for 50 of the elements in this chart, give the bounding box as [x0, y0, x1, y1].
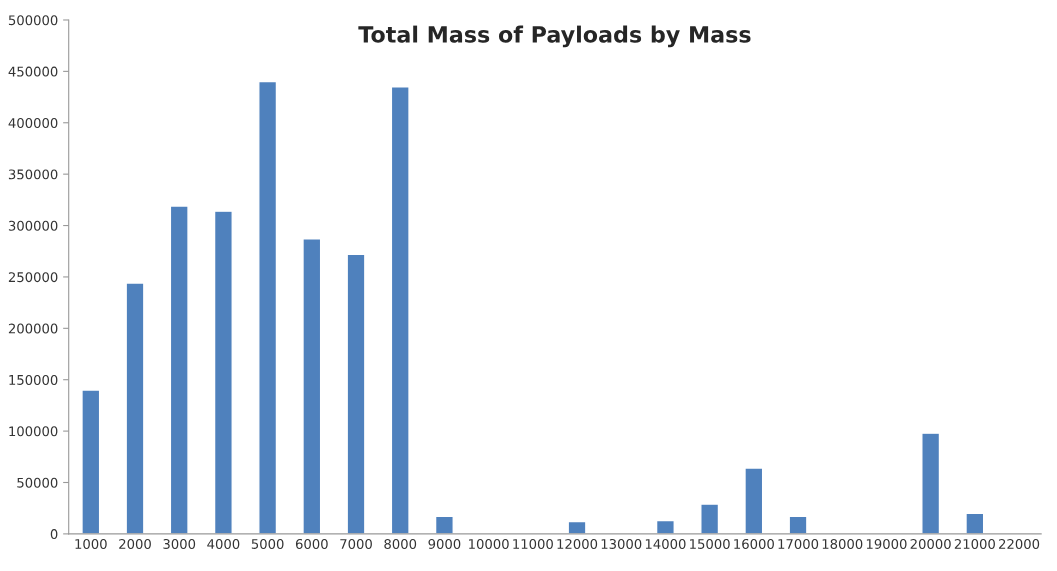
- bar: [169, 205, 189, 534]
- x-tick-label: 8000: [384, 538, 417, 549]
- x-tick-label: 20000: [910, 538, 951, 549]
- x-tick-label: 5000: [251, 538, 284, 549]
- bar: [302, 238, 322, 534]
- x-tick-label: 17000: [778, 538, 819, 549]
- chart-title: Total Mass of Payloads by Mass: [358, 25, 751, 48]
- y-tick-label: 350000: [8, 169, 58, 180]
- bar: [700, 503, 720, 534]
- bar: [965, 512, 985, 534]
- bar: [81, 389, 101, 534]
- bar: [346, 253, 366, 534]
- x-tick-label: 12000: [557, 538, 598, 549]
- x-tick-label: 21000: [954, 538, 995, 549]
- y-tick-label: 250000: [8, 272, 58, 283]
- x-tick-label: 22000: [999, 538, 1040, 549]
- y-tick-label: 500000: [8, 15, 58, 26]
- y-tick-label: 200000: [8, 323, 58, 334]
- x-tick-label: 13000: [601, 538, 642, 549]
- y-tick-label: 150000: [9, 374, 58, 385]
- x-tick-label: 15000: [690, 538, 730, 549]
- x-tick-label: 16000: [734, 538, 774, 549]
- x-tick-label: 9000: [428, 538, 461, 549]
- y-tick-label: 450000: [8, 66, 58, 77]
- x-tick-label: 14000: [645, 538, 686, 549]
- x-tick-label: 4000: [207, 538, 240, 549]
- y-tick-label: 400000: [8, 117, 58, 128]
- bar: [567, 520, 587, 534]
- bar: [125, 282, 145, 534]
- x-tick-label: 6000: [295, 538, 328, 549]
- x-tick-label: 11000: [513, 538, 553, 549]
- bar: [921, 432, 941, 534]
- bar: [213, 210, 233, 534]
- bar: [258, 80, 278, 534]
- y-tick-label: 50000: [17, 477, 58, 488]
- bar: [744, 467, 764, 534]
- x-tick-label: 10000: [469, 538, 509, 549]
- x-tick-label: 7000: [340, 538, 372, 549]
- x-tick-label: 1000: [75, 538, 107, 549]
- bar: [434, 515, 454, 534]
- y-tick-label: 0: [50, 529, 58, 540]
- x-tick-label: 3000: [163, 538, 196, 549]
- bar: [390, 86, 410, 534]
- x-tick-label: 19000: [866, 538, 907, 549]
- x-tick-label: 18000: [822, 538, 863, 549]
- y-tick-label: 300000: [8, 220, 58, 231]
- bar: [788, 515, 808, 534]
- bar: [655, 519, 675, 534]
- y-tick-label: 100000: [9, 426, 58, 437]
- x-tick-label: 2000: [119, 538, 151, 549]
